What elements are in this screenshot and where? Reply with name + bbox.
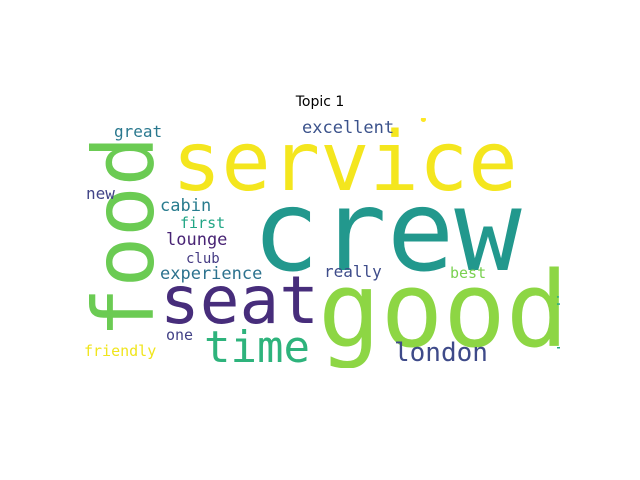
word-dot: • (418, 118, 429, 131)
word-food: food (80, 135, 173, 338)
word-cloud: service crew good seat food time london … (80, 118, 560, 368)
word-friendly: friendly (84, 342, 157, 360)
word-seat: seat (160, 262, 319, 339)
word-lounge: lounge (166, 230, 228, 250)
word-club: club (186, 251, 220, 267)
word-crew: crew (252, 167, 522, 297)
word-time: time (204, 322, 310, 369)
word-really: really (324, 262, 382, 281)
word-best: best (450, 264, 487, 282)
chart-title: Topic 1 (295, 94, 345, 110)
word-one: one (166, 326, 194, 344)
word-experience: experience (160, 264, 263, 284)
word-good: good (318, 249, 560, 368)
word-cabin: cabin (160, 196, 212, 216)
word-london: london (394, 338, 488, 368)
word-boarding: boarding (554, 272, 560, 350)
word-new: new (86, 184, 115, 203)
word-first: first (180, 214, 226, 232)
word-excellent: excellent (302, 118, 395, 138)
word-service: service (172, 118, 518, 210)
word-great: great (114, 122, 163, 141)
